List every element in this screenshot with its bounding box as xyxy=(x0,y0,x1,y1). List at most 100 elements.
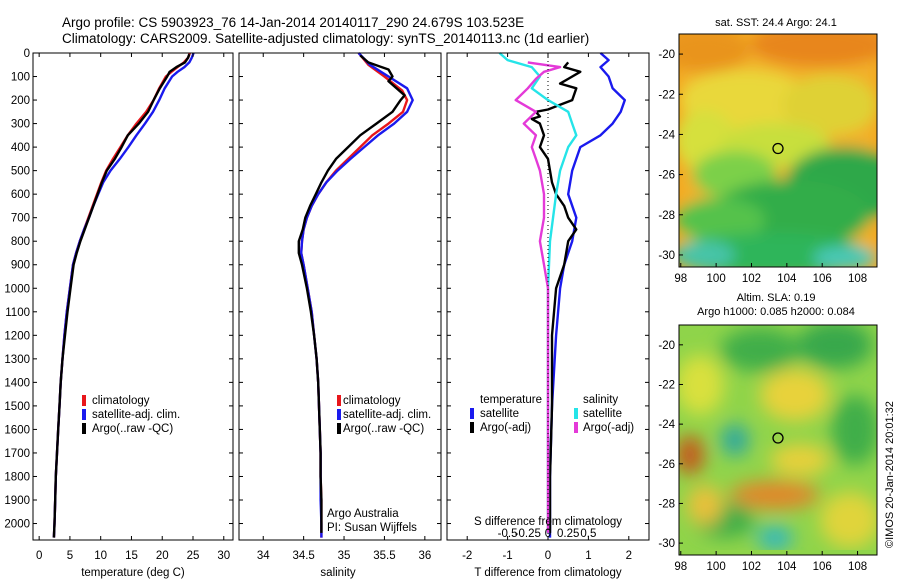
legend-label-satellite-adj: satellite-adj. clim. xyxy=(92,409,180,421)
legend-swatch-salinity-satellite xyxy=(574,408,578,419)
salinity-axis-title: salinity xyxy=(320,567,355,579)
legend-swatch-salinity-argo xyxy=(574,422,578,433)
lon-tick-label: 106 xyxy=(813,273,832,285)
x-tick-label: -1 xyxy=(502,550,512,562)
difference-profile-chart: temperature salinity satellite Argo(-adj… xyxy=(446,52,650,579)
lat-tick-label: -22 xyxy=(658,379,675,391)
depth-tick-label: 1900 xyxy=(4,495,30,507)
lat-tick-label: -28 xyxy=(658,210,675,222)
x-tick-label: 35.5 xyxy=(373,550,395,562)
sla-map-axes: 98 100 102 104 106 108 -20 -22 -24 -26 -28 -30 xyxy=(658,340,867,573)
depth-tick-label: 100 xyxy=(11,72,30,84)
depth-tick-label: 300 xyxy=(11,119,30,131)
series-line-3 xyxy=(498,52,578,533)
lon-tick-label: 102 xyxy=(742,561,761,573)
legend-swatch-argo xyxy=(82,423,86,434)
lon-tick-label: 106 xyxy=(813,561,832,573)
lat-tick-label: -26 xyxy=(658,459,675,471)
legend-swatch-argo xyxy=(337,423,341,434)
depth-tick-label: 1400 xyxy=(4,377,30,389)
legend-label-climatology: climatology xyxy=(92,395,150,407)
s-difference-tick-label: 0.5 xyxy=(580,528,596,540)
temperature-axis-title: temperature (deg C) xyxy=(81,567,185,579)
temperature-profile-chart: 0100200300400500600700800900100011001200… xyxy=(4,48,234,579)
difference-legend: temperature salinity satellite Argo(-adj… xyxy=(470,394,634,434)
x-tick-label: 5 xyxy=(67,550,73,562)
temperature-series-lines xyxy=(52,52,195,538)
lon-tick-label: 100 xyxy=(707,561,726,573)
argo-float-marker xyxy=(772,432,784,444)
legend-label-temperature-satellite: satellite xyxy=(480,408,519,420)
lon-tick-label: 108 xyxy=(848,273,867,285)
series-line-2 xyxy=(52,52,195,538)
legend-label-salinity-satellite: satellite xyxy=(583,408,622,420)
legend-swatch-temperature-satellite xyxy=(470,408,474,419)
sst-map-axes: 98 100 102 104 106 108 -20 -22 -24 -26 -28 -30 xyxy=(658,49,867,285)
legend-label-temperature-argo: Argo(-adj) xyxy=(480,422,531,434)
lat-tick-label: -24 xyxy=(658,129,675,141)
legend-label-salinity-argo: Argo(-adj) xyxy=(583,422,634,434)
lon-tick-label: 98 xyxy=(674,561,687,573)
depth-tick-label: 1500 xyxy=(4,401,30,413)
lat-tick-label: -22 xyxy=(658,89,675,101)
plot-frame xyxy=(32,52,234,541)
series-line-3 xyxy=(52,53,191,538)
depth-tick-label: 1200 xyxy=(4,330,30,342)
lat-tick-label: -20 xyxy=(658,340,675,352)
lon-tick-label: 104 xyxy=(777,273,797,285)
depth-tick-label: 500 xyxy=(11,166,30,178)
lon-tick-label: 108 xyxy=(848,561,867,573)
figure-title-line1: Argo profile: CS 5903923_76 14-Jan-2014 … xyxy=(62,15,524,30)
lon-tick-label: 100 xyxy=(707,273,726,285)
x-tick-label: 34 xyxy=(257,550,270,562)
series-line-2 xyxy=(530,61,582,533)
x-tick-label: 15 xyxy=(125,550,138,562)
x-tick-label: 35 xyxy=(338,550,351,562)
difference-series-lines xyxy=(498,52,626,538)
sst-map-title: sat. SST: 24.4 Argo: 24.1 xyxy=(715,17,837,29)
lat-tick-label: -28 xyxy=(658,498,675,510)
lat-tick-label: -26 xyxy=(658,170,675,182)
sla-field xyxy=(679,325,877,550)
depth-tick-label: 1700 xyxy=(4,448,30,460)
legend-label-satellite-adj: satellite-adj. clim. xyxy=(343,409,431,421)
figure-title-line2: Climatology: CARS2009. Satellite-adjuste… xyxy=(62,31,589,46)
t-difference-axis-title: T difference from climatology xyxy=(474,567,621,579)
depth-tick-label: 900 xyxy=(11,260,30,272)
sla-map-frame xyxy=(678,324,878,556)
s-difference-tick-label: -0.5 xyxy=(498,528,518,540)
series-line-3 xyxy=(297,54,406,533)
lat-tick-label: -20 xyxy=(658,49,675,61)
argo-float-marker xyxy=(772,142,784,155)
legend-swatch-climatology xyxy=(82,395,86,406)
sst-map-frame xyxy=(678,33,878,268)
x-tick-label: 0 xyxy=(545,550,551,562)
series-line-2 xyxy=(300,52,414,538)
depth-tick-label: 800 xyxy=(11,236,30,248)
salinity-series-lines xyxy=(297,52,414,538)
legend-label-argo: Argo(..raw -QC) xyxy=(343,423,424,435)
lat-tick-label: -30 xyxy=(658,538,675,550)
x-tick-label: 20 xyxy=(156,550,169,562)
x-tick-label: 25 xyxy=(187,550,200,562)
sla-map-title-line2: Argo h1000: 0.085 h2000: 0.084 xyxy=(697,306,855,318)
legend-label-argo: Argo(..raw -QC) xyxy=(92,423,173,435)
credit-line1: Argo Australia xyxy=(327,508,399,520)
x-tick-label: 1 xyxy=(585,550,591,562)
legend-label-climatology: climatology xyxy=(343,395,401,407)
depth-axis-labels: 0 100 200 300 400 500 600 700 800 900 1000 1100 1200… xyxy=(4,48,30,531)
x-tick-label: 30 xyxy=(217,550,230,562)
series-line-1 xyxy=(52,52,192,538)
x-tick-label: 36 xyxy=(418,550,431,562)
depth-tick-label: 1300 xyxy=(4,354,30,366)
salinity-legend: climatology satellite-adj. clim. Argo(..… xyxy=(337,395,431,435)
legend-swatch-satellite-adj xyxy=(82,409,86,420)
x-tick-label: 10 xyxy=(94,550,107,562)
depth-tick-label: 700 xyxy=(11,213,30,225)
depth-tick-label: 2000 xyxy=(4,519,30,531)
lon-tick-label: 104 xyxy=(777,561,797,573)
sla-map-title-line1: Altim. SLA: 0.19 xyxy=(737,292,816,304)
series-line-1 xyxy=(548,52,626,538)
x-tick-label: 0 xyxy=(36,550,42,562)
